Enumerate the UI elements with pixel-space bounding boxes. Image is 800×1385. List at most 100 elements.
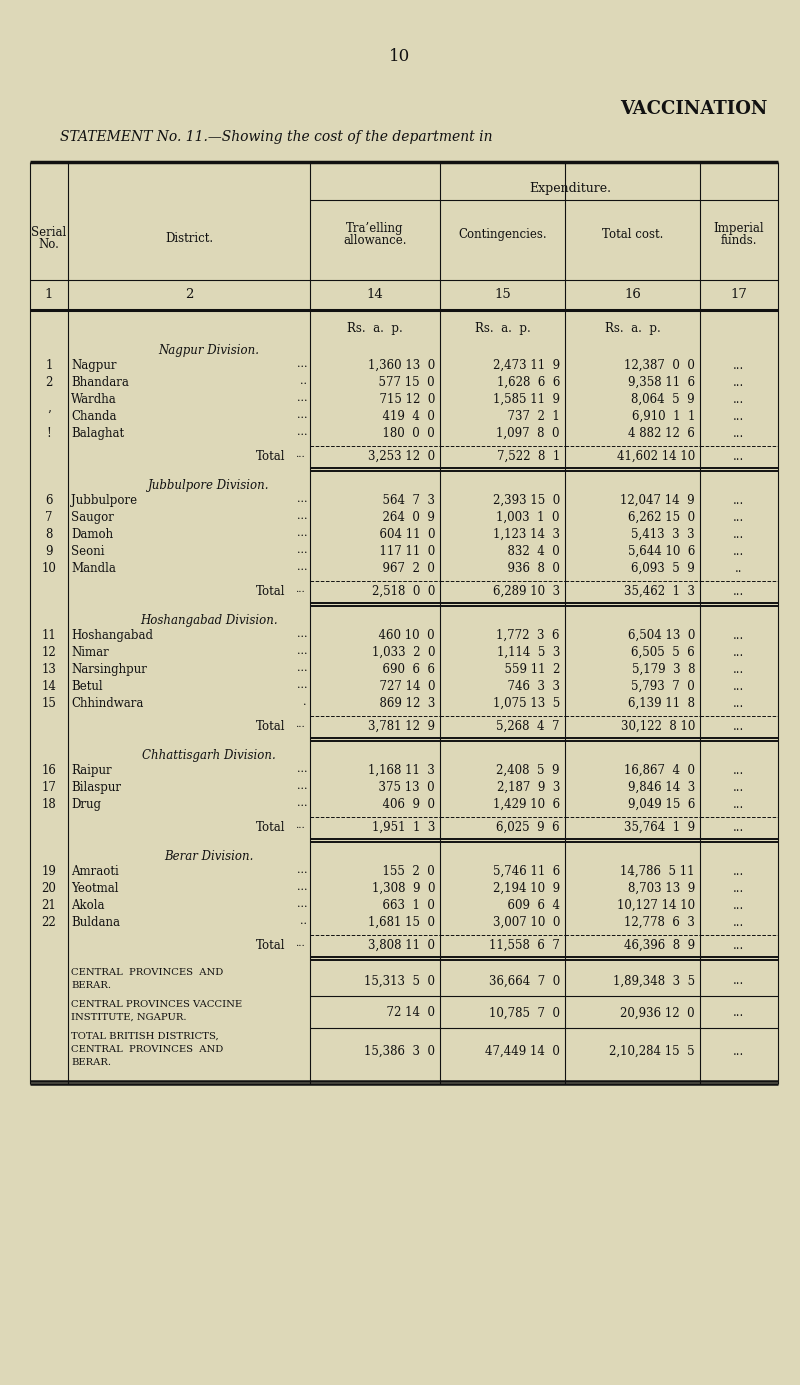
Text: 7: 7 [46,511,53,524]
Text: ...: ... [297,427,307,438]
Text: Betul: Betul [71,680,102,692]
Text: District.: District. [165,233,213,245]
Text: Nagpur: Nagpur [71,359,117,373]
Text: 5,746 11  6: 5,746 11 6 [493,866,560,878]
Text: Damoh: Damoh [71,528,113,542]
Text: ...: ... [297,680,307,690]
Text: 180  0  0: 180 0 0 [375,427,435,440]
Text: 6,262 15  0: 6,262 15 0 [628,511,695,524]
Text: ...: ... [297,410,307,420]
Text: ...: ... [734,899,745,911]
Text: 12,047 14  9: 12,047 14 9 [620,494,695,507]
Text: ...: ... [297,663,307,673]
Text: ...: ... [297,562,307,572]
Text: 16: 16 [42,765,57,777]
Text: 1,308  9  0: 1,308 9 0 [371,882,435,895]
Text: Bhandara: Bhandara [71,375,129,389]
Text: ...: ... [734,584,745,598]
Text: 36,664  7  0: 36,664 7 0 [489,975,560,988]
Text: ...: ... [295,939,305,947]
Text: Nagpur Division.: Nagpur Division. [158,343,259,357]
Text: Chanda: Chanda [71,410,117,422]
Text: ...: ... [734,410,745,422]
Text: ...: ... [297,393,307,403]
Text: 10,785  7  0: 10,785 7 0 [489,1007,560,1019]
Text: 15: 15 [494,288,511,301]
Text: ...: ... [297,645,307,656]
Text: 1,168 11  3: 1,168 11 3 [368,765,435,777]
Text: 1: 1 [46,359,53,373]
Text: Rs.  a.  p.: Rs. a. p. [605,321,660,335]
Text: 869 12  3: 869 12 3 [372,697,435,711]
Text: Total: Total [255,450,285,463]
Text: CENTRAL PROVINCES VACCINE: CENTRAL PROVINCES VACCINE [71,1000,242,1010]
Text: VACCINATION: VACCINATION [621,100,768,118]
Text: CENTRAL  PROVINCES  AND: CENTRAL PROVINCES AND [71,968,223,976]
Text: ...: ... [297,765,307,774]
Text: funds.: funds. [721,234,758,247]
Text: ...: ... [734,427,745,440]
Text: 47,449 14  0: 47,449 14 0 [485,1046,560,1058]
Text: BERAR.: BERAR. [71,981,111,990]
Text: 35,462  1  3: 35,462 1 3 [624,584,695,598]
Text: 12: 12 [42,645,56,659]
Text: 6,910  1  1: 6,910 1 1 [632,410,695,422]
Text: 3,808 11  0: 3,808 11 0 [368,939,435,951]
Text: 715 12  0: 715 12 0 [372,393,435,406]
Text: 11: 11 [42,629,56,643]
Text: !: ! [46,427,51,440]
Text: ...: ... [734,680,745,692]
Text: ...: ... [297,359,307,368]
Text: 22: 22 [42,915,56,929]
Text: 5,268  4  7: 5,268 4 7 [497,720,560,733]
Text: 967  2  0: 967 2 0 [375,562,435,575]
Text: ...: ... [297,629,307,638]
Text: 17: 17 [42,781,57,794]
Text: ...: ... [297,899,307,909]
Text: 1,360 13  0: 1,360 13 0 [368,359,435,373]
Text: ...: ... [734,866,745,878]
Text: Balaghat: Balaghat [71,427,124,440]
Text: Raipur: Raipur [71,765,112,777]
Text: 5,793  7  0: 5,793 7 0 [631,680,695,692]
Text: ..: .. [300,375,307,386]
Text: 2,408  5  9: 2,408 5 9 [497,765,560,777]
Text: 6,504 13  0: 6,504 13 0 [628,629,695,643]
Text: 15,386  3  0: 15,386 3 0 [364,1046,435,1058]
Text: 5,179  3  8: 5,179 3 8 [631,663,695,676]
Text: ...: ... [734,528,745,542]
Text: Drug: Drug [71,798,101,812]
Text: 117 11  0: 117 11 0 [372,546,435,558]
Text: ...: ... [297,882,307,892]
Text: Total: Total [255,584,285,598]
Text: 16: 16 [624,288,641,301]
Text: Chhindwara: Chhindwara [71,697,143,711]
Text: 2,10,284 15  5: 2,10,284 15 5 [610,1046,695,1058]
Text: 832  4  0: 832 4 0 [500,546,560,558]
Text: 16,867  4  0: 16,867 4 0 [624,765,695,777]
Text: Buldana: Buldana [71,915,120,929]
Text: 46,396  8  9: 46,396 8 9 [624,939,695,951]
Text: 6,139 11  8: 6,139 11 8 [628,697,695,711]
Text: 577 15  0: 577 15 0 [371,375,435,389]
Text: 13: 13 [42,663,57,676]
Text: Contingencies.: Contingencies. [458,229,547,241]
Text: 663  1  0: 663 1 0 [375,899,435,911]
Text: Bilaspur: Bilaspur [71,781,121,794]
Text: Berar Division.: Berar Division. [164,850,254,863]
Text: 737  2  1: 737 2 1 [500,410,560,422]
Text: STATEMENT No. 11.—Showing the cost of the department in: STATEMENT No. 11.—Showing the cost of th… [60,130,493,144]
Text: ...: ... [734,629,745,643]
Text: ...: ... [734,720,745,733]
Text: 9,049 15  6: 9,049 15 6 [628,798,695,812]
Text: 406  9  0: 406 9 0 [375,798,435,812]
Text: 15,313  5  0: 15,313 5 0 [364,975,435,988]
Text: Hoshangabad: Hoshangabad [71,629,153,643]
Text: 8,064  5  9: 8,064 5 9 [631,393,695,406]
Text: Expenditure.: Expenditure. [529,181,611,195]
Text: 690  6  6: 690 6 6 [375,663,435,676]
Text: Jubbulpore Division.: Jubbulpore Division. [148,479,270,492]
Text: 35,764  1  9: 35,764 1 9 [624,821,695,834]
Text: 7,522  8  1: 7,522 8 1 [497,450,560,463]
Text: allowance.: allowance. [343,234,406,247]
